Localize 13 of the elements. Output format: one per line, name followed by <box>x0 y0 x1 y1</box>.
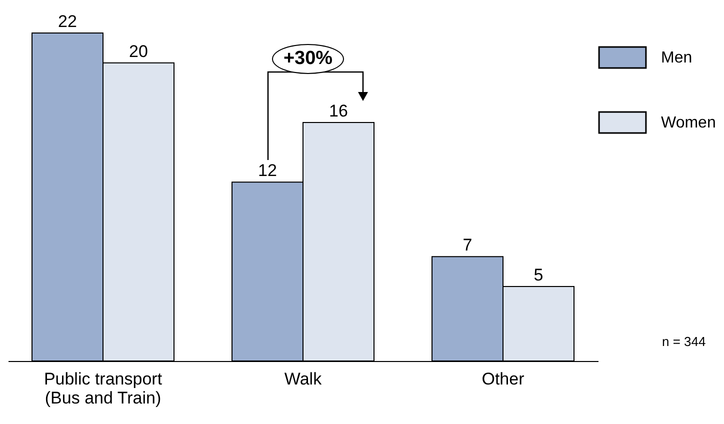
data-label: 20 <box>129 42 148 61</box>
data-label: 16 <box>329 101 348 120</box>
data-label: 22 <box>58 12 77 31</box>
x-tick-label: Public transport (Bus and Train) <box>44 370 162 408</box>
legend-label: Men <box>661 50 692 66</box>
text: n = 344 <box>662 334 706 349</box>
legend-label: Women <box>661 114 716 132</box>
data-label: 12 <box>258 161 277 180</box>
annotation: +30% <box>272 44 344 74</box>
data-label: 7 <box>462 236 472 255</box>
x-tick-label: Other <box>482 370 525 388</box>
x-tick-label: Walk <box>284 370 322 388</box>
data-label: 5 <box>534 265 544 284</box>
